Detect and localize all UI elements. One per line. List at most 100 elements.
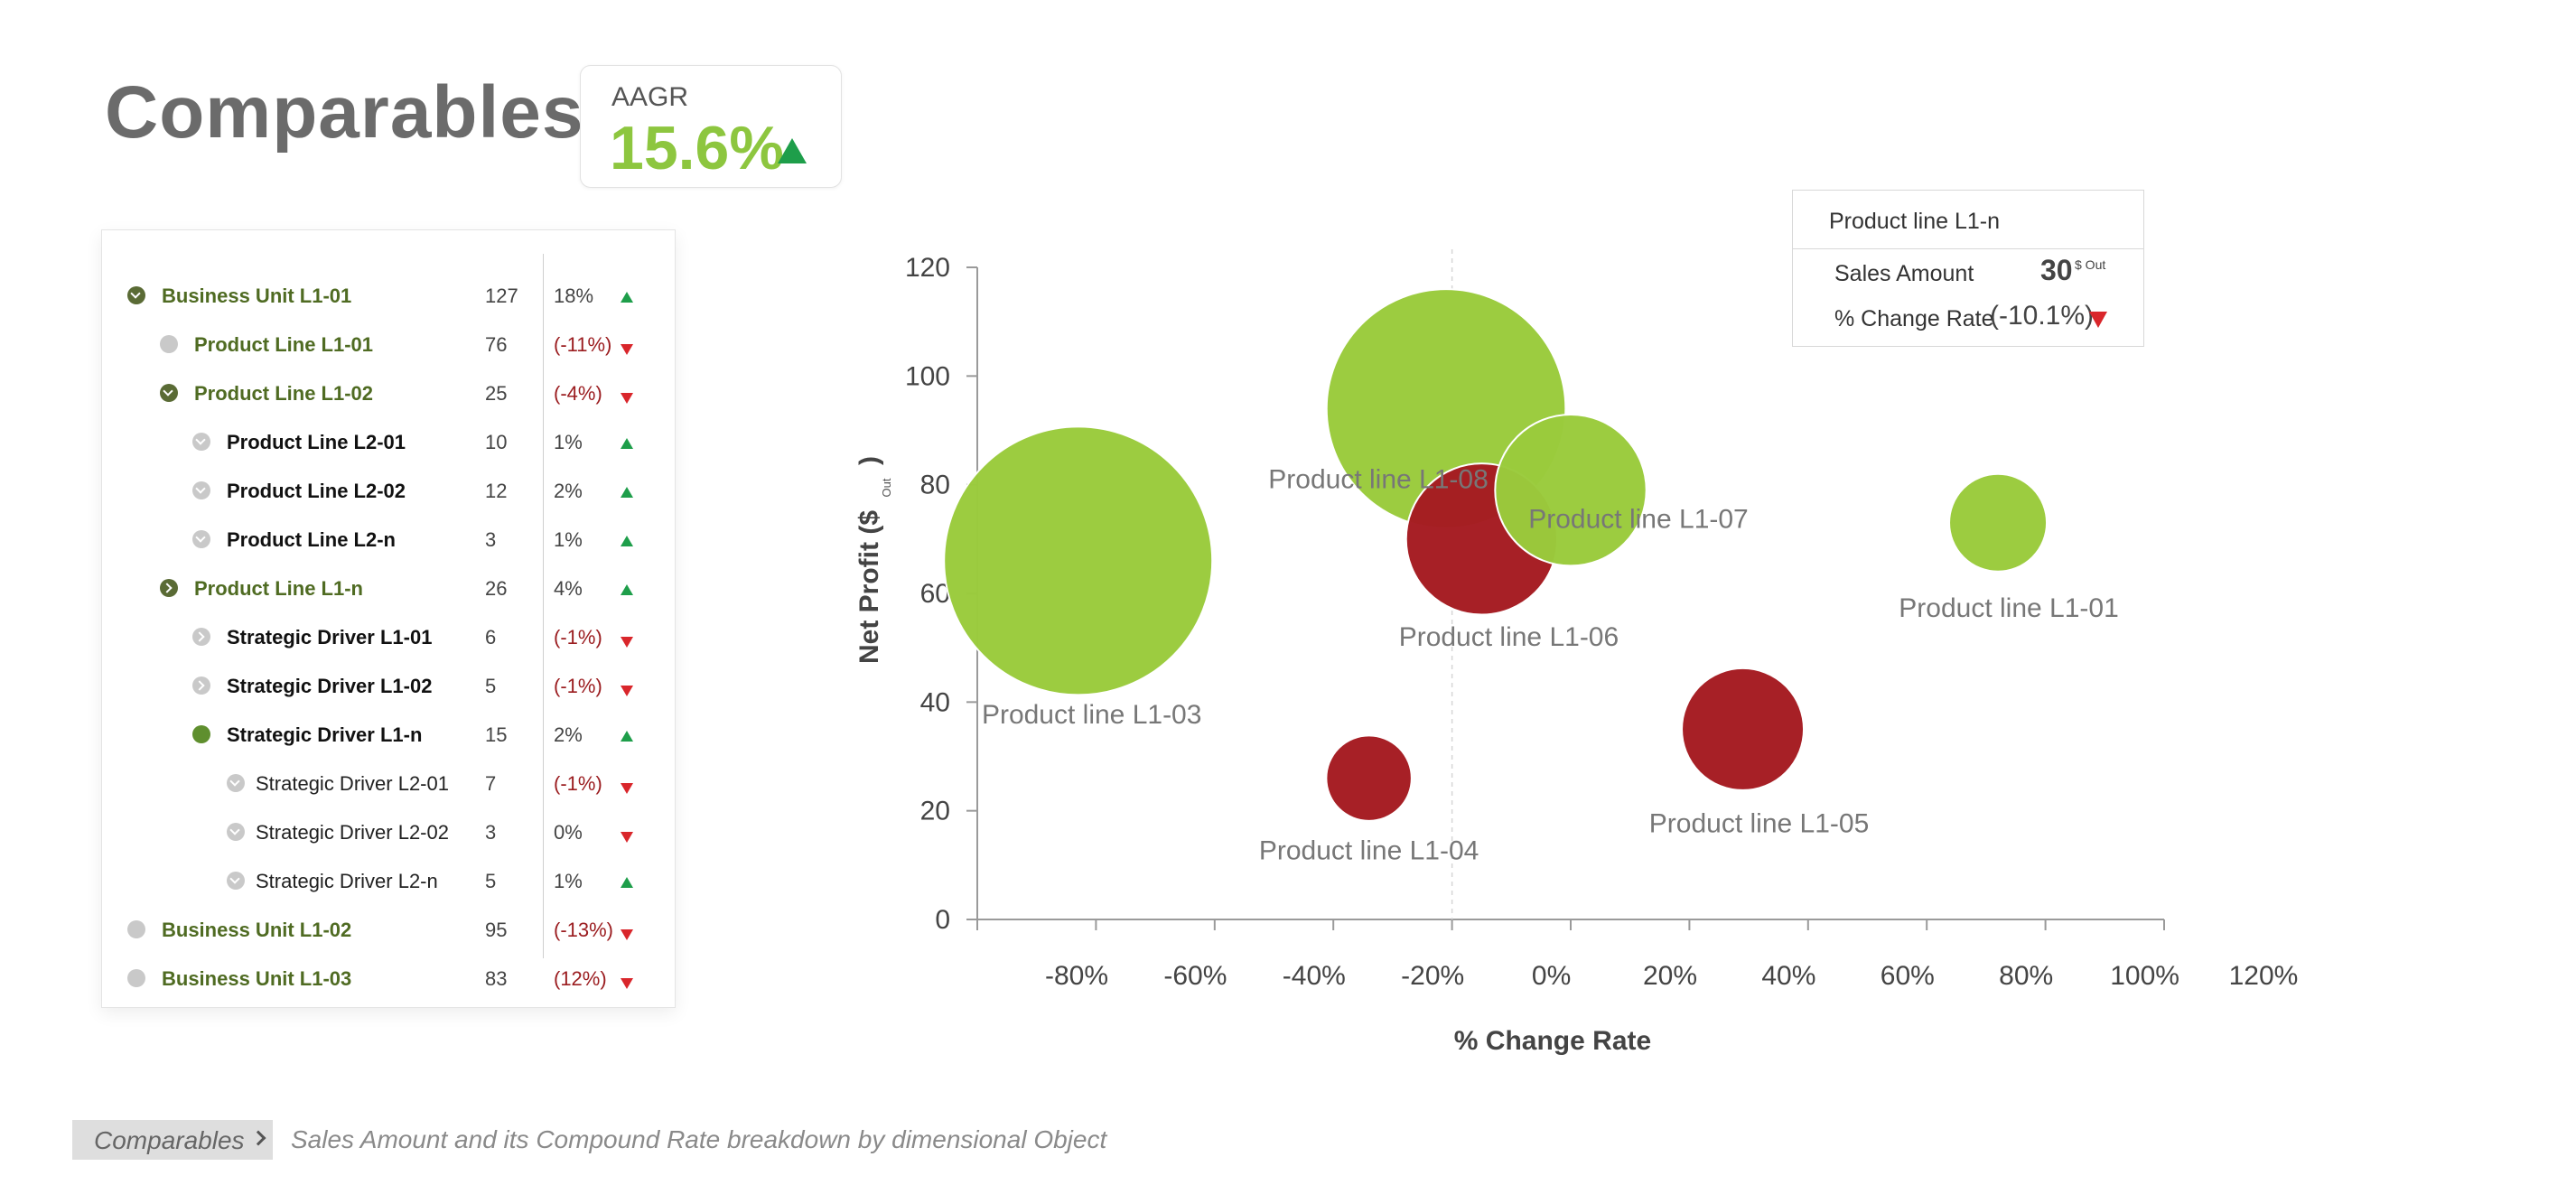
tree-row[interactable]: Product Line L2-n 3 1% [102,521,675,557]
y-axis-label: Net Profit ($ [854,510,884,664]
chart-caption: Sales Amount and its Compound Rate break… [291,1125,1107,1153]
x-tick-label: -40% [1283,961,1346,991]
trend-down-icon [621,686,633,696]
tree-row[interactable]: Strategic Driver L2-02 3 0% [102,814,675,850]
trend-up-icon [621,584,633,595]
tree-row-count: 127 [485,285,518,307]
y-axis-label-close: ) [854,456,884,465]
tree-row-percent: 1% [554,528,583,551]
x-tick-label: 120% [2229,961,2299,991]
x-tick-label: 100% [2110,961,2179,991]
trend-up-icon [621,731,633,742]
tree-row-label: Product Line L2-n [227,528,396,551]
tree-row[interactable]: Business Unit L1-02 95 (-13%) [102,911,675,947]
tree-row[interactable]: Product Line L1-n 26 4% [102,570,675,606]
column-divider [543,254,544,958]
x-tick-label: 80% [1999,961,2053,991]
tree-row-count: 10 [485,431,508,453]
trend-up-icon [621,292,633,303]
tooltip-divider [1793,248,2143,249]
tree-row-percent: (-4%) [554,382,602,405]
trend-up-icon [778,138,807,163]
tree-row[interactable]: Business Unit L1-01 127 18% [102,277,675,313]
page-title: Comparables [105,71,584,154]
hierarchy-tree-panel: Business Unit L1-01 127 18% Product Line L1… [101,229,676,1008]
tree-row-count: 5 [485,675,497,697]
node-dot-icon [127,920,145,938]
tree-row-percent: (-1%) [554,626,602,648]
tree-row[interactable]: Strategic Driver L1-02 5 (-1%) [102,667,675,704]
trend-down-icon [621,783,633,794]
tree-row-percent: 1% [554,431,583,453]
bubble [1681,667,1806,791]
trend-down-icon [621,978,633,989]
tree-row[interactable]: Product Line L2-01 10 1% [102,424,675,460]
tree-row-count: 6 [485,626,497,648]
trend-up-icon [621,536,633,546]
chevron-right-icon [250,1130,266,1146]
tree-row-count: 3 [485,821,497,844]
tree-row-count: 3 [485,528,497,551]
tree-row[interactable]: Strategic Driver L2-01 7 (-1%) [102,765,675,801]
tree-row[interactable]: Strategic Driver L1-01 6 (-1%) [102,619,675,655]
bubble [1494,413,1647,567]
node-dot-icon[interactable] [192,433,210,451]
x-tick-label: 0% [1532,961,1571,991]
trend-down-icon [621,637,633,648]
y-tick-label: 80 [920,471,950,500]
node-dot-icon [192,725,210,743]
bubble-label: Product line L1-01 [1899,593,2119,623]
bubble-label: Product line L1-08 [1268,464,1489,494]
tree-row[interactable]: Business Unit L1-03 83 (12%) [102,960,675,996]
trend-up-icon [621,487,633,498]
tree-row-count: 15 [485,723,508,746]
tree-row-label: Product Line L1-01 [194,333,374,356]
trend-down-icon [2089,312,2107,328]
tree-row-percent: 0% [554,821,583,844]
node-dot-icon[interactable] [227,872,245,890]
trend-down-icon [621,832,633,843]
x-tick-label: -80% [1045,961,1108,991]
tree-row[interactable]: Strategic Driver L1-n 15 2% [102,716,675,752]
x-axis-label: % Change Rate [1454,1026,1651,1056]
aagr-kpi-card: AAGR 15.6% [580,65,842,188]
trend-down-icon [621,393,633,404]
node-dot-icon[interactable] [192,676,210,695]
tooltip-title: Product line L1-n [1829,209,2001,234]
tree-row-count: 95 [485,919,508,941]
tree-row-count: 83 [485,967,508,990]
chevron-down-icon[interactable] [160,384,178,402]
x-tick-label: 20% [1643,961,1697,991]
chevron-down-icon[interactable] [127,286,145,304]
tree-row-label: Product Line L1-02 [194,382,374,405]
tree-row[interactable]: Product Line L1-01 76 (-11%) [102,326,675,362]
x-tick-label: 40% [1761,961,1815,991]
y-tick-label: 40 [920,687,950,717]
tree-row-label: Strategic Driver L2-02 [256,821,449,844]
bubble-label: Product line L1-04 [1259,836,1479,866]
tree-row-label: Business Unit L1-03 [162,967,352,990]
node-dot-icon[interactable] [227,823,245,841]
tooltip-sales-label: Sales Amount [1834,261,1974,286]
tree-row[interactable]: Strategic Driver L2-n 5 1% [102,863,675,899]
node-dot-icon[interactable] [227,774,245,792]
node-dot-icon[interactable] [192,628,210,646]
tree-row[interactable]: Product Line L1-02 25 (-4%) [102,375,675,411]
x-tick-label: 60% [1881,961,1935,991]
trend-down-icon [621,344,633,355]
bubble-label: Product line L1-06 [1399,622,1619,652]
tree-row-label: Strategic Driver L1-02 [227,675,433,697]
tree-row[interactable]: Product Line L2-02 12 2% [102,472,675,509]
tree-row-count: 26 [485,577,508,600]
tree-row-percent: (-11%) [554,333,612,356]
node-dot-icon[interactable] [192,530,210,548]
tree-row-percent: (-1%) [554,772,602,795]
chevron-right-icon[interactable] [160,579,178,597]
tooltip-sales-unit: $ Out [2075,257,2106,272]
tree-row-label: Product Line L2-02 [227,480,406,502]
breadcrumb-button[interactable]: Comparables [72,1120,273,1160]
tree-row-label: Business Unit L1-02 [162,919,352,941]
x-tick-label: -60% [1163,961,1227,991]
node-dot-icon[interactable] [192,481,210,499]
